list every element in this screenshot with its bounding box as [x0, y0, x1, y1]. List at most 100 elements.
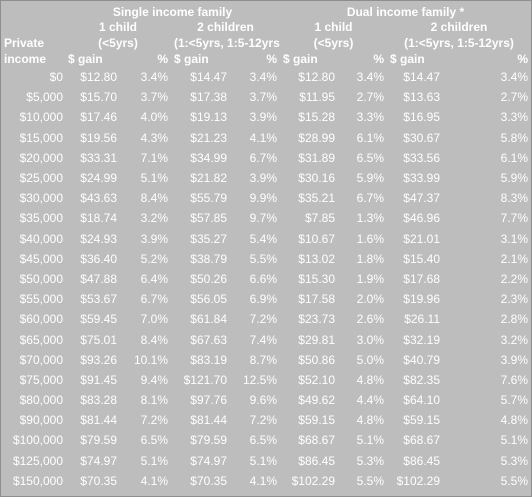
single-1child-pct-cell: 6.5%: [140, 433, 168, 448]
private-income-cell: $75,000: [19, 372, 63, 387]
col-header-pct: %: [266, 52, 277, 66]
single-1child-pct-cell: 4.3%: [140, 130, 168, 145]
dual-2children-gain-cell: $21.01: [403, 231, 440, 246]
dual-1child-pct-cell: 1.9%: [356, 271, 384, 286]
single-1child-gain-cell: $75.01: [80, 332, 117, 347]
table-header: Single income family Dual income family …: [1, 1, 531, 67]
col-header-pct: %: [157, 52, 168, 66]
table-row: $40,000 $24.93 3.9% $35.27 5.4% $10.67 1.6% $21…: [1, 229, 531, 249]
dual-1child-pct-cell: 5.3%: [356, 453, 384, 468]
single-2children-pct-cell: 12.5%: [242, 372, 277, 387]
group-header-dual: Dual income family *: [346, 5, 465, 19]
group-header-single: Single income family: [112, 5, 233, 19]
table-row: $30,000 $43.63 8.4% $55.79 9.9% $35.21 6.7% $47…: [1, 188, 531, 208]
dual-2children-pct-cell: 2.8%: [500, 312, 528, 327]
dual-1child-pct-cell: 1.8%: [356, 251, 384, 266]
private-income-cell: $150,000: [12, 473, 63, 488]
private-income-cell: $35,000: [19, 211, 63, 226]
dual-1child-gain-cell: $52.10: [298, 372, 335, 387]
private-income-cell: $30,000: [19, 191, 63, 206]
dual-2children-gain-cell: $16.95: [403, 110, 440, 125]
single-2children-gain-cell: $67.63: [190, 332, 227, 347]
single-1child-gain-cell: $18.74: [80, 211, 117, 226]
dual-1child-pct-cell: 5.1%: [356, 433, 384, 448]
dual-2children-pct-cell: 8.3%: [500, 191, 528, 206]
dual-2children-pct-cell: 5.7%: [500, 393, 528, 408]
dual-2children-gain-cell: $68.67: [403, 433, 440, 448]
dual-2children-pct-cell: 3.9%: [500, 352, 528, 367]
dual-2children-gain-cell: $64.10: [403, 393, 440, 408]
subheader-single-1child: 1 child: [98, 20, 137, 34]
single-1child-gain-cell: $79.59: [80, 433, 117, 448]
single-2children-gain-cell: $14.47: [190, 70, 227, 85]
subheader-single-2children-ages: (1:<5yrs, 1:5-12yrs: [174, 36, 280, 50]
single-1child-gain-cell: $24.99: [80, 171, 117, 186]
single-1child-gain-cell: $43.63: [80, 191, 117, 206]
single-1child-pct-cell: 7.0%: [140, 312, 168, 327]
dual-1child-gain-cell: $102.29: [291, 473, 335, 488]
dual-2children-gain-cell: $86.45: [403, 453, 440, 468]
single-2children-pct-cell: 5.5%: [249, 251, 277, 266]
dual-2children-pct-cell: 3.4%: [500, 70, 528, 85]
col-header-pct: %: [517, 52, 528, 66]
dual-2children-gain-cell: $59.15: [403, 413, 440, 428]
table-row: $0 $12.80 3.4% $14.47 3.4% $12.80 3.4% $14.47 3.…: [1, 67, 531, 87]
dual-2children-gain-cell: $46.96: [403, 211, 440, 226]
single-2children-pct-cell: 6.7%: [249, 150, 277, 165]
dual-1child-gain-cell: $68.67: [298, 433, 335, 448]
dual-1child-pct-cell: 2.6%: [356, 312, 384, 327]
dual-2children-pct-cell: 5.3%: [500, 453, 528, 468]
table-row: $75,000 $91.45 9.4% $121.70 12.5% $52.10 4.8% $…: [1, 370, 531, 390]
single-1child-gain-cell: $93.26: [80, 352, 117, 367]
dual-2children-pct-cell: 2.2%: [500, 271, 528, 286]
single-2children-pct-cell: 5.4%: [249, 231, 277, 246]
table-row: $45,000 $36.40 5.2% $38.79 5.5% $13.02 1.8% $15…: [1, 249, 531, 269]
single-1child-gain-cell: $15.70: [80, 90, 117, 105]
dual-1child-gain-cell: $17.58: [298, 292, 335, 307]
table-row: $35,000 $18.74 3.2% $57.85 9.7% $7.85 1.3% $46.…: [1, 208, 531, 228]
dual-2children-gain-cell: $40.79: [403, 352, 440, 367]
dual-1child-pct-cell: 2.7%: [356, 90, 384, 105]
table-row: $15,000 $19.56 4.3% $21.23 4.1% $28.99 6.1% $30…: [1, 128, 531, 148]
table-row: $50,000 $47.88 6.4% $50.26 6.6% $15.30 1.9% $17…: [1, 269, 531, 289]
single-2children-pct-cell: 4.1%: [249, 130, 277, 145]
single-1child-pct-cell: 8.4%: [140, 332, 168, 347]
dual-1child-gain-cell: $31.89: [298, 150, 335, 165]
single-2children-gain-cell: $21.23: [190, 130, 227, 145]
single-1child-pct-cell: 3.9%: [140, 231, 168, 246]
single-2children-pct-cell: 6.6%: [249, 271, 277, 286]
single-2children-gain-cell: $81.44: [190, 413, 227, 428]
dual-2children-pct-cell: 2.7%: [500, 90, 528, 105]
dual-1child-pct-cell: 6.5%: [356, 150, 384, 165]
single-2children-pct-cell: 9.9%: [249, 191, 277, 206]
private-income-cell: $5,000: [26, 90, 63, 105]
single-1child-gain-cell: $74.97: [80, 453, 117, 468]
single-2children-gain-cell: $70.35: [190, 473, 227, 488]
table-row: $5,000 $15.70 3.7% $17.38 3.7% $11.95 2.7% $13.…: [1, 87, 531, 107]
private-income-cell: $40,000: [19, 231, 63, 246]
dual-2children-pct-cell: 6.1%: [500, 150, 528, 165]
dual-1child-gain-cell: $13.02: [298, 251, 335, 266]
table-row: $60,000 $59.45 7.0% $61.84 7.2% $23.73 2.6% $26…: [1, 309, 531, 329]
dual-2children-pct-cell: 5.8%: [500, 130, 528, 145]
single-2children-pct-cell: 5.1%: [249, 453, 277, 468]
dual-1child-gain-cell: $86.45: [298, 453, 335, 468]
dual-2children-gain-cell: $47.37: [403, 191, 440, 206]
col-header-gain: $ gain: [390, 52, 425, 66]
table-row: $25,000 $24.99 5.1% $21.82 3.9% $30.16 5.9% $33…: [1, 168, 531, 188]
single-1child-gain-cell: $17.46: [80, 110, 117, 125]
private-income-cell: $60,000: [19, 312, 63, 327]
table-row: $80,000 $83.28 8.1% $97.76 9.6% $49.62 4.4% $64…: [1, 390, 531, 410]
single-1child-gain-cell: $36.40: [80, 251, 117, 266]
single-1child-pct-cell: 4.1%: [140, 473, 168, 488]
table-row: $55,000 $53.67 6.7% $56.05 6.9% $17.58 2.0% $19…: [1, 289, 531, 309]
dual-2children-pct-cell: 7.7%: [500, 211, 528, 226]
dual-1child-pct-cell: 1.6%: [356, 231, 384, 246]
dual-1child-pct-cell: 5.5%: [356, 473, 384, 488]
single-1child-pct-cell: 6.4%: [140, 271, 168, 286]
dual-2children-pct-cell: 7.6%: [500, 372, 528, 387]
dual-1child-gain-cell: $35.21: [298, 191, 335, 206]
dual-1child-gain-cell: $29.81: [298, 332, 335, 347]
